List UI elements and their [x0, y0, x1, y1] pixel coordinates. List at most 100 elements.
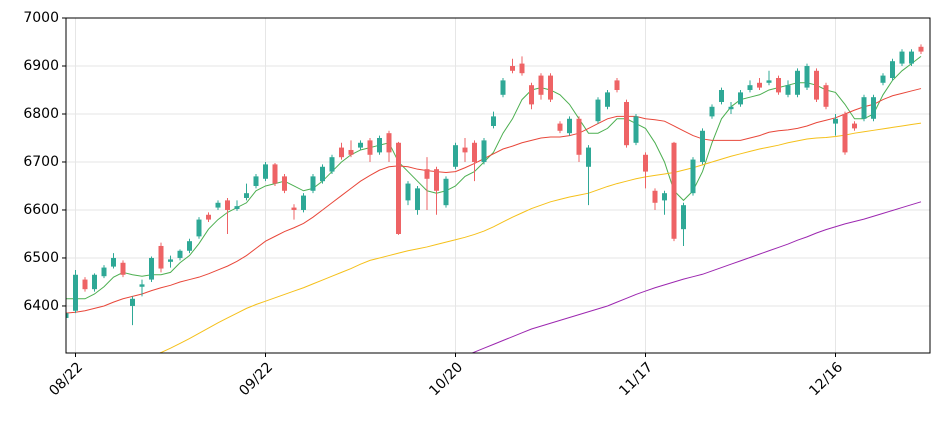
candle-body: [909, 51, 914, 64]
candle-body: [82, 279, 88, 290]
candle-body: [757, 82, 762, 88]
candle-body: [491, 116, 496, 126]
candle-body: [795, 70, 800, 95]
candle-body: [329, 157, 335, 172]
candle-body: [101, 267, 107, 277]
candle-body: [890, 61, 895, 78]
candle-body: [215, 202, 221, 208]
candle-body: [196, 219, 202, 237]
candle-body: [139, 284, 145, 287]
candle-body: [462, 147, 468, 153]
candle-body: [301, 195, 306, 210]
candle-body: [633, 116, 639, 143]
candle-body: [880, 75, 886, 83]
candle-body: [918, 46, 924, 52]
candle-body: [149, 257, 154, 280]
candle-body: [586, 147, 591, 167]
candle-body: [738, 92, 743, 105]
candle-body: [111, 257, 116, 267]
y-tick-label: 6800: [23, 106, 59, 122]
candle-body: [605, 92, 610, 107]
candle-body: [538, 75, 544, 95]
candle-body: [510, 65, 515, 71]
candle-body: [519, 63, 525, 74]
candle-body: [130, 298, 135, 306]
candle-body: [833, 118, 838, 124]
candle-body: [595, 99, 601, 122]
y-tick-label: 6700: [23, 154, 59, 170]
y-tick-label: 6500: [23, 250, 59, 266]
candle-body: [709, 106, 715, 117]
candle-body: [177, 250, 183, 258]
x-tick-label: 10/20: [426, 359, 466, 399]
candle-body: [662, 193, 667, 201]
ma-line: [66, 88, 922, 314]
candle-body: [766, 80, 772, 83]
y-tick-label: 6600: [23, 202, 59, 218]
candle-body: [804, 65, 810, 88]
candle-body: [358, 142, 363, 148]
candle-body: [899, 51, 905, 64]
candle-body: [728, 106, 734, 110]
candle-body: [776, 77, 781, 93]
candle-body: [576, 118, 582, 155]
candle-body: [852, 123, 857, 129]
candle-body: [643, 154, 648, 172]
candle-body: [443, 178, 449, 206]
ma-line: [470, 201, 922, 353]
candle-body: [396, 142, 401, 234]
candle-body: [785, 85, 791, 95]
candle-body: [120, 262, 126, 275]
candle-body: [624, 101, 629, 146]
candle-body: [73, 274, 78, 311]
y-tick-label: 6900: [23, 58, 59, 74]
candle-body: [557, 123, 563, 131]
candle-body: [472, 142, 477, 162]
x-tick-label: 11/17: [616, 359, 656, 399]
plot-frame: [65, 17, 931, 354]
candle-body: [434, 169, 439, 191]
x-tick-label: 12/16: [806, 359, 846, 399]
grid: [66, 17, 930, 353]
candle-body: [282, 176, 287, 191]
candle-body: [842, 113, 848, 153]
candle-body: [415, 188, 420, 210]
candle-body: [348, 149, 354, 155]
candle-body: [377, 137, 382, 153]
plot-area: [66, 44, 924, 353]
candle-body: [814, 70, 819, 100]
candle-body: [652, 190, 658, 203]
candle-body: [614, 80, 620, 90]
candle-body: [481, 140, 487, 162]
candle-body: [823, 85, 829, 107]
candle-body: [861, 97, 867, 119]
candle-body: [690, 159, 696, 194]
candle-body: [871, 97, 876, 119]
candle-body: [320, 166, 325, 182]
candle-body: [500, 80, 506, 95]
candle-body: [681, 205, 686, 230]
candle-body: [225, 200, 230, 210]
ma-line: [158, 122, 922, 353]
x-tick-label: 08/22: [46, 359, 86, 399]
candle-body: [66, 313, 69, 318]
candle-body: [234, 206, 240, 210]
candle-body: [253, 176, 259, 186]
axes: 6400 6500 6600 6700 6800 6900 7000 08/22 09/22 10…: [23, 10, 846, 399]
candle-body: [158, 245, 164, 269]
candle-body: [187, 241, 192, 251]
candle-body: [700, 130, 705, 162]
candle-body: [92, 274, 97, 290]
candle-body: [548, 75, 553, 100]
y-tick-label: 7000: [23, 10, 59, 26]
candle-body: [747, 85, 753, 90]
candle-body: [168, 259, 173, 262]
ma-line: [66, 56, 922, 300]
candle-body: [272, 164, 278, 184]
y-tick-label: 6400: [23, 298, 59, 314]
candle-body: [310, 176, 316, 191]
candle-body: [386, 133, 392, 153]
x-tick-label: 09/22: [236, 359, 276, 399]
candle-body: [453, 145, 458, 167]
